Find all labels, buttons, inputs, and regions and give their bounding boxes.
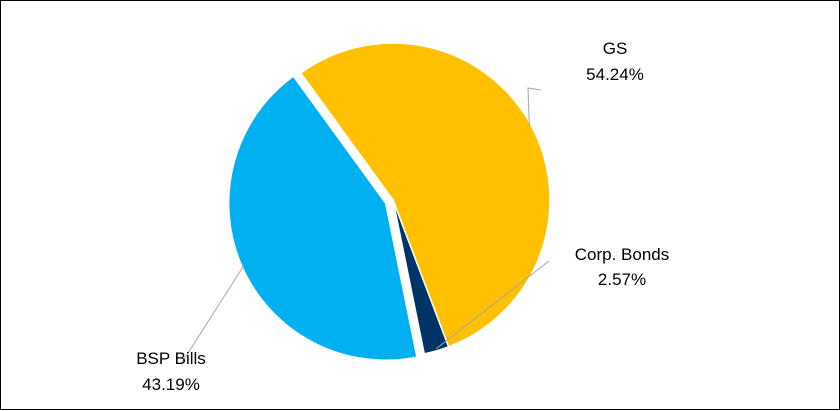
slice-label-gs-value: 54.24% — [586, 65, 644, 84]
leader-line-corp-bonds — [435, 260, 550, 350]
slice-label-bsp-bills-value: 43.19% — [142, 375, 200, 394]
leader-line-bsp-bills — [180, 265, 245, 365]
slice-label-corp-bonds-value: 2.57% — [598, 270, 646, 289]
slice-label-gs-name: GS — [603, 39, 628, 58]
pie-slice-gs — [299, 42, 551, 348]
slice-label-bsp-bills-name: BSP Bills — [136, 349, 206, 368]
slice-label-corp-bonds-name: Corp. Bonds — [575, 245, 670, 264]
pie-slice-bsp-bills — [227, 75, 418, 361]
leader-line-gs — [527, 87, 542, 127]
pie-slice-corp-bonds — [392, 199, 450, 355]
